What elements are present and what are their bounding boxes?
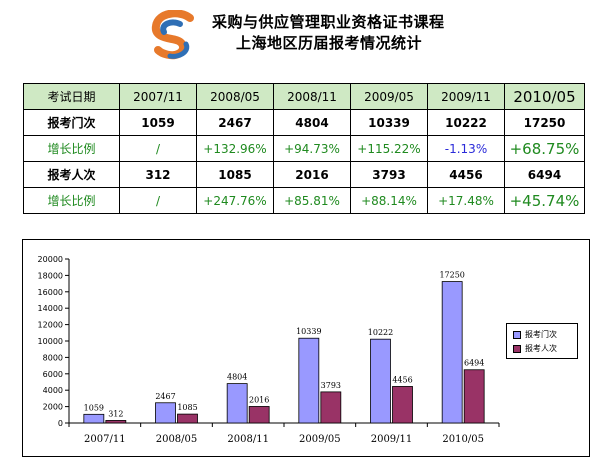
row-label: 报考人次	[23, 161, 120, 188]
y-tick-label: 16000	[38, 288, 63, 297]
data-label: 4804	[227, 373, 247, 382]
legend-label: 报考门次	[525, 330, 557, 339]
row-label: 增长比例	[23, 187, 120, 214]
x-tick-label: 2009/11	[371, 434, 413, 445]
logo	[151, 10, 194, 60]
report-header: 采购与供应管理职业资格证书课程 上海地区历届报考情况统计	[0, 0, 596, 72]
table-row-exam-growth: 增长比例 / +132.96% +94.73% +115.22% -1.13% …	[23, 135, 585, 162]
table-cell: +88.14%	[350, 187, 428, 214]
y-tick-label: 14000	[38, 304, 63, 313]
table-row-candidate-growth: 增长比例 / +247.76% +85.81% +88.14% +17.48% …	[23, 187, 585, 214]
x-tick-label: 2008/11	[227, 434, 269, 445]
table-cell: 2467	[196, 109, 274, 136]
table-cell: +132.96%	[196, 135, 274, 162]
table-cell: /	[119, 135, 197, 162]
bar	[370, 338, 391, 424]
y-tick-label: 10000	[38, 337, 63, 346]
data-label: 1059	[84, 403, 104, 412]
bar	[155, 402, 176, 424]
data-label: 2016	[249, 395, 269, 404]
chart-frame: 0 2000 4000 6000 8000 10000 12000 14000 16000 180…	[22, 239, 590, 457]
period-cell: 2009/05	[350, 83, 428, 110]
chart-legend: 报考门次 报考人次	[506, 323, 578, 359]
data-label: 6494	[464, 359, 484, 368]
table-row-candidate-count: 报考人次 312 1085 2016 3793 4456 6494	[23, 161, 585, 188]
bar	[298, 337, 320, 424]
bar-chart: 0 2000 4000 6000 8000 10000 12000 14000 16000 180…	[38, 255, 500, 445]
table-cell: +247.76%	[196, 187, 274, 214]
table-row-exam-count: 报考门次 1059 2467 4804 10339 10222 17250	[23, 109, 585, 136]
legend-label: 报考人次	[525, 344, 557, 353]
y-tick-label: 18000	[38, 271, 63, 280]
row-label: 报考门次	[23, 109, 120, 136]
table-cell: 1059	[119, 109, 197, 136]
data-label: 3793	[321, 381, 341, 390]
table-header-row: 考试日期 2007/11 2008/05 2008/11 2009/05 200…	[23, 83, 585, 110]
table-cell: 1085	[196, 161, 274, 188]
title-block: 采购与供应管理职业资格证书课程 上海地区历届报考情况统计	[212, 12, 472, 54]
table-cell: -1.13%	[427, 135, 505, 162]
y-tick-label: 4000	[43, 386, 63, 395]
header-label-cell: 考试日期	[23, 83, 120, 110]
table-cell: 17250	[504, 109, 585, 136]
data-label: 312	[108, 409, 123, 418]
data-label: 4456	[392, 375, 412, 384]
legend-swatch	[513, 344, 521, 353]
data-label: 2467	[155, 392, 175, 401]
table-cell: +45.74%	[504, 187, 585, 214]
bar	[441, 281, 463, 424]
table-cell: +115.22%	[350, 135, 428, 162]
period-cell: 2008/11	[273, 83, 351, 110]
table-cell: 6494	[504, 161, 585, 188]
table-cell: 2016	[273, 161, 351, 188]
bar	[392, 386, 413, 424]
y-tick-label: 6000	[43, 370, 63, 379]
y-tick-label: 0	[58, 419, 63, 428]
y-tick-label: 8000	[43, 353, 63, 362]
bar	[83, 413, 105, 424]
title-line-2: 上海地区历届报考情况统计	[236, 34, 423, 52]
y-tick-label: 2000	[43, 403, 63, 412]
bar	[105, 420, 127, 424]
data-label: 17250	[439, 271, 464, 280]
bar	[177, 413, 198, 424]
bar	[248, 406, 270, 424]
legend-swatch	[513, 330, 521, 339]
period-cell: 2009/11	[427, 83, 505, 110]
stats-table: 考试日期 2007/11 2008/05 2008/11 2009/05 200…	[23, 83, 585, 214]
x-tick-label: 2007/11	[84, 434, 126, 445]
table-cell: +85.81%	[273, 187, 351, 214]
bar	[463, 369, 485, 424]
legend-item: 报考人次	[513, 343, 557, 355]
y-tick-label: 20000	[38, 255, 63, 264]
x-tick-label: 2010/05	[442, 434, 484, 445]
legend-item: 报考门次	[513, 329, 557, 341]
table-cell: 4456	[427, 161, 505, 188]
table-cell: +17.48%	[427, 187, 505, 214]
row-label: 增长比例	[23, 135, 120, 162]
table-cell: 312	[119, 161, 197, 188]
data-label: 1085	[177, 403, 197, 412]
table-cell: 3793	[350, 161, 428, 188]
table-cell: +94.73%	[273, 135, 351, 162]
table-cell: 4804	[273, 109, 351, 136]
period-cell: 2008/05	[196, 83, 274, 110]
table-cell: /	[119, 187, 197, 214]
x-tick-label: 2008/05	[156, 434, 198, 445]
y-tick-label: 12000	[38, 321, 63, 330]
period-cell: 2007/11	[119, 83, 197, 110]
x-tick-label: 2009/05	[299, 434, 341, 445]
title-line-1: 采购与供应管理职业资格证书课程	[212, 13, 445, 31]
table-cell: 10222	[427, 109, 505, 136]
bar	[320, 391, 342, 424]
period-cell: 2010/05	[504, 83, 585, 110]
data-label: 10222	[368, 328, 393, 337]
table-cell: 10339	[350, 109, 428, 136]
table-cell: +68.75%	[504, 135, 585, 162]
bar	[226, 383, 248, 424]
data-label: 10339	[296, 327, 321, 336]
